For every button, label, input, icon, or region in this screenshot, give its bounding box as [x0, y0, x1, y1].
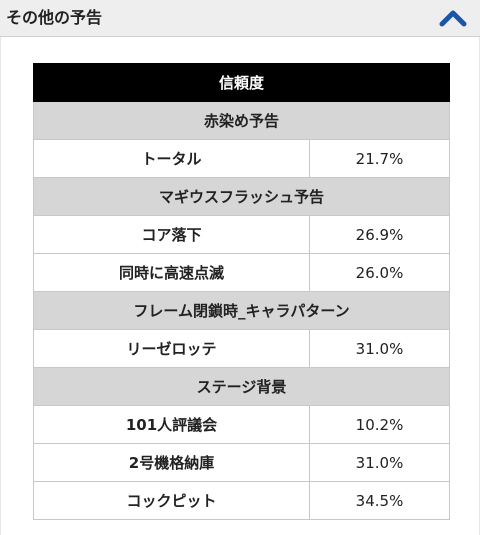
item-name: 101人評議会	[33, 405, 310, 444]
section-title: その他の予告	[6, 8, 103, 27]
table-row: リーゼロッテ 31.0%	[33, 329, 451, 368]
item-value: 34.5%	[308, 481, 451, 520]
item-name: コックピット	[33, 481, 310, 520]
category-label: マギウスフラッシュ予告	[32, 177, 451, 216]
category-label: 赤染め予告	[32, 101, 451, 140]
table-row: 101人評議会 10.2%	[33, 405, 451, 444]
table-row: 同時に高速点滅 26.0%	[33, 253, 451, 292]
category-label: ステージ背景	[32, 367, 451, 406]
item-value: 10.2%	[308, 405, 451, 444]
item-name: コア落下	[33, 215, 310, 254]
table-row: コア落下 26.9%	[33, 215, 451, 254]
item-name: リーゼロッテ	[33, 329, 310, 368]
item-name: 同時に高速点滅	[33, 253, 310, 292]
table-title: 信頼度	[32, 63, 451, 102]
table-title-row: 信頼度	[32, 63, 451, 102]
item-name: 2号機格納庫	[33, 443, 310, 482]
item-value: 31.0%	[308, 329, 451, 368]
item-value: 31.0%	[308, 443, 451, 482]
section-content: 信頼度 赤染め予告 トータル 21.7% マギウスフラッシュ予告 コア落下 26…	[0, 37, 480, 535]
table-row: トータル 21.7%	[33, 139, 451, 178]
item-name: トータル	[33, 139, 310, 178]
category-row: フレーム閉鎖時_キャラパターン	[32, 291, 451, 330]
section-header[interactable]: その他の予告	[0, 0, 480, 37]
category-label: フレーム閉鎖時_キャラパターン	[32, 291, 451, 330]
table-row: 2号機格納庫 31.0%	[33, 443, 451, 482]
category-row: ステージ背景	[32, 367, 451, 406]
item-value: 26.9%	[308, 215, 451, 254]
collapse-toggle-button[interactable]	[438, 6, 468, 30]
table-row: コックピット 34.5%	[33, 481, 451, 520]
item-value: 21.7%	[308, 139, 451, 178]
chevron-up-icon	[439, 10, 467, 27]
category-row: マギウスフラッシュ予告	[32, 177, 451, 216]
reliability-table: 信頼度 赤染め予告 トータル 21.7% マギウスフラッシュ予告 コア落下 26…	[32, 63, 451, 520]
item-value: 26.0%	[308, 253, 451, 292]
category-row: 赤染め予告	[32, 101, 451, 140]
